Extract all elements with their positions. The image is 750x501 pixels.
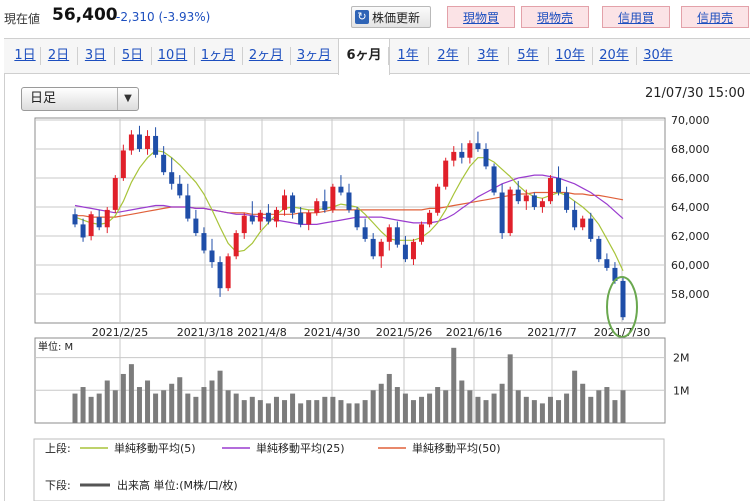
tab-separator: [508, 47, 509, 65]
tab-6[interactable]: 2ヶ月: [248, 48, 284, 63]
tab-separator: [290, 47, 291, 65]
refresh-icon: ↻: [355, 10, 369, 24]
tab-separator: [388, 47, 389, 65]
tab-separator: [77, 47, 78, 65]
chart-panel: 日足 ▼ 21/07/30 15:00: [4, 74, 750, 501]
tab-13[interactable]: 10年: [555, 48, 585, 63]
refresh-price-label: 株価更新: [372, 10, 421, 25]
tab-8[interactable]: 6ヶ月: [338, 39, 390, 75]
chevron-down-icon: ▼: [117, 88, 138, 110]
tab-separator: [548, 47, 549, 65]
tab-4[interactable]: 10日: [157, 48, 188, 63]
interval-select[interactable]: 日足 ▼: [21, 87, 139, 111]
tab-7[interactable]: 3ヶ月: [296, 48, 332, 63]
tab-15[interactable]: 30年: [643, 48, 673, 63]
tab-separator: [114, 47, 115, 65]
tab-11[interactable]: 3年: [477, 48, 499, 63]
tab-separator: [242, 47, 243, 65]
refresh-price-button[interactable]: ↻ 株価更新: [351, 6, 431, 28]
margin-buy-button[interactable]: 信用買: [602, 6, 670, 28]
tab-separator: [636, 47, 637, 65]
price-change: -2,310 (-3.93%): [116, 10, 211, 24]
tab-separator: [468, 47, 469, 65]
margin-sell-button[interactable]: 信用売: [681, 6, 749, 28]
cash-sell-button[interactable]: 現物売: [521, 6, 589, 28]
interval-select-value: 日足: [30, 91, 57, 106]
tab-12[interactable]: 5年: [517, 48, 539, 63]
tab-2[interactable]: 3日: [84, 48, 107, 63]
tab-separator: [428, 47, 429, 65]
chart-timestamp: 21/07/30 15:00: [645, 86, 745, 101]
tab-10[interactable]: 2年: [437, 48, 459, 63]
tab-9[interactable]: 1年: [397, 48, 419, 63]
price-header: 現在値 56,400 -2,310 (-3.93%) ↻ 株価更新 現物買 現物…: [0, 0, 750, 34]
tab-1[interactable]: 2日: [47, 48, 70, 63]
tab-separator: [194, 47, 195, 65]
current-price-value: 56,400: [52, 5, 118, 25]
tab-14[interactable]: 20年: [599, 48, 629, 63]
tab-separator: [151, 47, 152, 65]
tab-0[interactable]: 1日: [14, 48, 36, 63]
period-tabs: 1日 2日 3日 5日 10日 1ヶ月 2ヶ月 3ヶ月 6ヶ月 1年 2年 3年 5年 10年 20年 30年: [4, 38, 750, 75]
tab-separator: [592, 47, 593, 65]
current-price-label: 現在値: [4, 12, 41, 26]
tab-separator: [40, 47, 41, 65]
tab-5[interactable]: 1ヶ月: [200, 48, 236, 63]
cash-buy-button[interactable]: 現物買: [447, 6, 515, 28]
tab-3[interactable]: 5日: [121, 48, 144, 63]
